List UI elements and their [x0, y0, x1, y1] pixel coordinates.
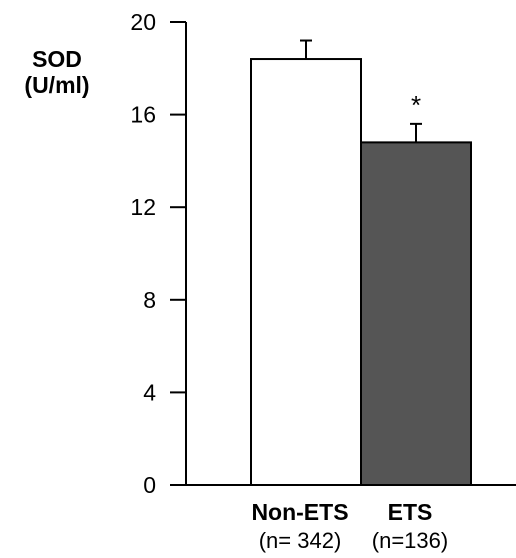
bar-ets	[360, 141, 472, 486]
y-tick-label: 12	[130, 194, 156, 220]
category-label: ETS	[388, 499, 433, 525]
y-tick-label: 16	[130, 102, 156, 128]
sample-size-label: (n=136)	[372, 528, 448, 553]
y-tick-label: 20	[130, 9, 156, 35]
y-tick-label: 4	[143, 379, 156, 405]
category-label: Non-ETS	[251, 499, 348, 525]
y-ticks: 0 4 8 12 16 20	[130, 9, 186, 498]
bar-non-ets	[250, 58, 362, 486]
y-axis-label-line-2: (U/ml)	[24, 72, 89, 98]
sample-size-label: (n= 342)	[259, 528, 342, 553]
y-tick-label: 0	[143, 472, 156, 498]
bars: *	[250, 39, 472, 486]
significance-marker: *	[411, 90, 421, 120]
y-axis-label-line-1: SOD	[32, 46, 82, 72]
category-labels: Non-ETS (n= 342) ETS (n=136)	[251, 499, 448, 553]
y-tick-label: 8	[143, 287, 156, 313]
